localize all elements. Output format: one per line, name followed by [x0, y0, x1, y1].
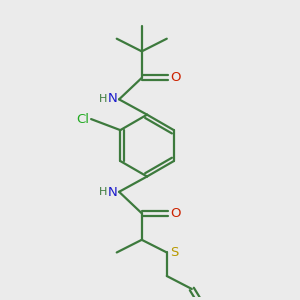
Text: H: H [99, 94, 108, 104]
Text: N: N [108, 186, 118, 199]
Text: O: O [170, 71, 181, 84]
Text: Cl: Cl [76, 112, 89, 126]
Text: O: O [170, 207, 181, 220]
Text: N: N [108, 92, 118, 105]
Text: S: S [170, 246, 178, 259]
Text: H: H [99, 188, 108, 197]
